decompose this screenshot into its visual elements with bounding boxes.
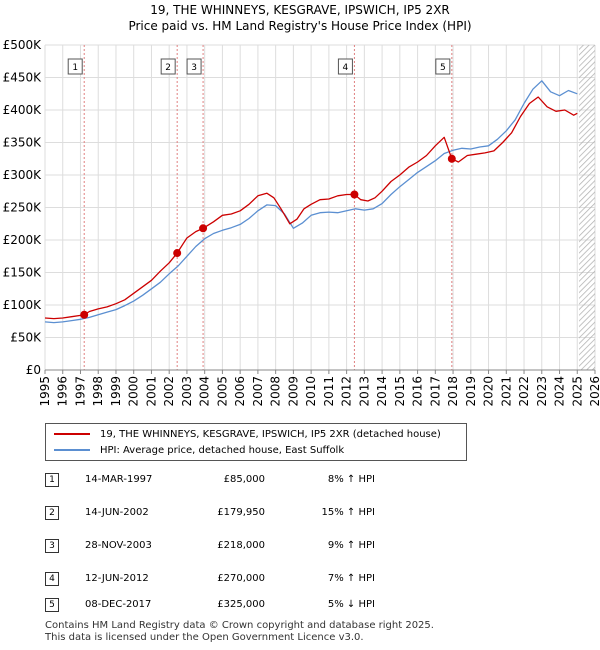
x-tick-label: 2016 — [411, 376, 425, 407]
x-tick-label: 2013 — [357, 376, 371, 407]
table-row: 1 14-MAR-1997 £85,000 8% ↑ HPI — [45, 472, 405, 488]
legend-label-property: 19, THE WHINNEYS, KESGRAVE, IPSWICH, IP5… — [100, 429, 441, 440]
legend-swatch-hpi — [54, 449, 90, 451]
sale-number-label: 2 — [165, 63, 171, 73]
y-tick-label: £350K — [3, 136, 43, 150]
sale-point — [80, 310, 89, 319]
property-price-line — [44, 96, 578, 320]
y-tick-label: £400K — [3, 103, 43, 117]
sale-number-box — [186, 58, 202, 75]
legend-item-hpi: HPI: Average price, detached house, East… — [54, 443, 344, 459]
x-tick-label: 2005 — [215, 376, 229, 407]
x-tick-label: 2021 — [499, 376, 513, 407]
chart-title: 19, THE WHINNEYS, KESGRAVE, IPSWICH, IP5… — [150, 3, 450, 17]
x-tick-label: 2003 — [180, 376, 194, 407]
y-tick-label: £50K — [10, 331, 42, 345]
x-tick-label: 1995 — [38, 376, 52, 407]
y-tick-label: £250K — [3, 201, 43, 215]
x-tick-label: 2006 — [233, 376, 247, 407]
transaction-number: 5 — [45, 598, 59, 612]
x-tick-label: 2012 — [340, 376, 354, 407]
x-tick-label: 1996 — [56, 376, 70, 407]
sale-number-box — [160, 58, 176, 75]
footer-license: This data is licensed under the Open Gov… — [45, 632, 364, 643]
y-tick-label: £300K — [3, 168, 43, 182]
x-tick-label: 2007 — [251, 376, 265, 407]
sale-number-label: 1 — [72, 63, 78, 73]
table-row: 3 28-NOV-2003 £218,000 9% ↑ HPI — [45, 538, 405, 554]
x-tick-label: 2025 — [570, 376, 584, 407]
sale-number-box — [67, 58, 83, 75]
transaction-hpi-diff: 9% ↑ HPI — [327, 540, 375, 551]
x-tick-label: 1999 — [109, 376, 123, 407]
transaction-number: 1 — [45, 473, 59, 487]
y-tick-label: £500K — [3, 38, 43, 52]
x-tick-label: 2026 — [588, 376, 600, 407]
x-tick-label: 2020 — [482, 376, 496, 407]
sale-number-box — [337, 58, 353, 75]
transaction-price: £179,950 — [217, 507, 265, 518]
transaction-date: 12-JUN-2012 — [85, 573, 149, 584]
sale-point — [350, 190, 359, 199]
chart-subtitle: Price paid vs. HM Land Registry's House … — [128, 19, 472, 33]
legend-swatch-property — [54, 433, 90, 435]
x-tick-label: 2000 — [127, 376, 141, 407]
transaction-price: £218,000 — [217, 540, 265, 551]
transaction-price: £85,000 — [223, 474, 265, 485]
legend: 19, THE WHINNEYS, KESGRAVE, IPSWICH, IP5… — [45, 423, 467, 461]
y-tick-label: £0 — [26, 363, 41, 377]
sale-number-label: 4 — [343, 63, 349, 73]
x-tick-label: 1998 — [91, 376, 105, 407]
x-tick-label: 2008 — [269, 376, 283, 407]
sale-number-label: 3 — [191, 63, 197, 73]
y-tick-label: £150K — [3, 266, 43, 280]
x-tick-label: 1997 — [73, 376, 87, 407]
x-tick-label: 2024 — [553, 376, 567, 407]
y-tick-label: £200K — [3, 233, 43, 247]
x-tick-label: 2010 — [304, 376, 318, 407]
legend-label-hpi: HPI: Average price, detached house, East… — [100, 445, 345, 456]
x-tick-label: 2009 — [286, 376, 300, 407]
table-row: 5 08-DEC-2017 £325,000 5% ↓ HPI — [45, 597, 405, 613]
transaction-hpi-diff: 8% ↑ HPI — [327, 474, 375, 485]
x-tick-label: 2018 — [446, 376, 460, 407]
hpi-line — [44, 80, 578, 324]
transaction-number: 4 — [45, 572, 59, 586]
transaction-hpi-diff: 5% ↓ HPI — [327, 599, 375, 610]
sale-number-label: 5 — [440, 63, 446, 73]
x-tick-label: 2023 — [535, 376, 549, 407]
x-tick-label: 2014 — [375, 376, 389, 407]
transaction-number: 3 — [45, 539, 59, 553]
x-tick-label: 2019 — [464, 376, 478, 407]
sale-point — [199, 224, 208, 233]
sale-point — [447, 154, 456, 163]
transaction-hpi-diff: 7% ↑ HPI — [327, 573, 375, 584]
table-row: 2 14-JUN-2002 £179,950 15% ↑ HPI — [45, 505, 405, 521]
forecast-region — [579, 45, 595, 370]
x-tick-label: 2001 — [144, 376, 158, 407]
transaction-date: 28-NOV-2003 — [85, 540, 152, 551]
transaction-hpi-diff: 15% ↑ HPI — [321, 507, 375, 518]
y-tick-label: £450K — [3, 71, 43, 85]
y-tick-label: £100K — [3, 298, 43, 312]
sale-number-box — [435, 58, 451, 75]
legend-item-property: 19, THE WHINNEYS, KESGRAVE, IPSWICH, IP5… — [54, 427, 441, 443]
x-tick-label: 2017 — [428, 376, 442, 407]
transaction-price: £270,000 — [217, 573, 265, 584]
transaction-date: 14-MAR-1997 — [85, 474, 153, 485]
x-tick-label: 2022 — [517, 376, 531, 407]
x-tick-label: 2015 — [393, 376, 407, 407]
sale-point — [173, 249, 182, 258]
transaction-date: 08-DEC-2017 — [85, 599, 152, 610]
x-tick-label: 2004 — [198, 376, 212, 407]
price-chart: 1 2 3 4 5 £0 £50K £100K £150K £200K £250K £300K £350… — [3, 38, 600, 407]
table-row: 4 12-JUN-2012 £270,000 7% ↑ HPI — [45, 571, 405, 587]
footer-copyright: Contains HM Land Registry data © Crown c… — [45, 620, 434, 631]
x-tick-label: 2002 — [162, 376, 176, 407]
x-tick-label: 2011 — [322, 376, 336, 407]
transaction-number: 2 — [45, 506, 59, 520]
transaction-date: 14-JUN-2002 — [85, 507, 149, 518]
transaction-price: £325,000 — [217, 599, 265, 610]
